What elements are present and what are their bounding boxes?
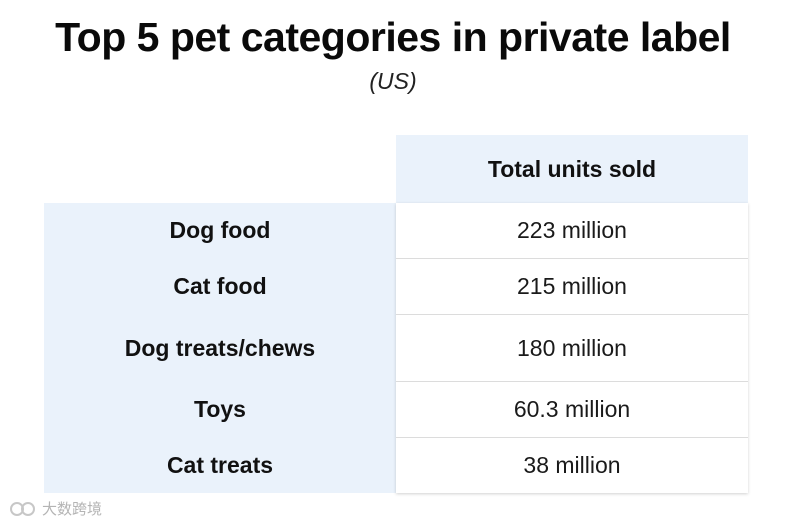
chart-subtitle: (US) <box>369 68 417 94</box>
category-column <box>44 203 396 493</box>
watermark: 大数跨境 <box>8 498 102 519</box>
watermark-text: 大数跨境 <box>42 500 103 518</box>
column-header-total-units: Total units sold <box>396 135 748 203</box>
row-label-dog-food: Dog food <box>169 217 271 243</box>
table-row: Dog treats/chews 180 million <box>44 315 748 381</box>
table-row: Dog food 223 million <box>44 203 748 258</box>
row-label-cat-food: Cat food <box>173 273 267 299</box>
row-value-cat-treats: 38 million <box>523 452 621 478</box>
row-value-dog-treats-chews: 180 million <box>517 334 627 361</box>
row-label-dog-treats-chews: Dog treats/chews <box>124 334 316 361</box>
row-divider <box>396 258 748 259</box>
table-row: Toys 60.3 million <box>44 382 748 437</box>
row-divider <box>396 314 748 315</box>
row-value-toys: 60.3 million <box>513 396 631 422</box>
row-divider <box>396 437 748 438</box>
row-value-dog-food: 223 million <box>517 217 627 243</box>
table-row: Cat food 215 million <box>44 259 748 314</box>
data-table: Total units sold Dog food 223 million Ca… <box>44 135 748 493</box>
table-row: Cat treats 38 million <box>44 438 748 493</box>
row-divider <box>396 381 748 382</box>
row-label-toys: Toys <box>194 396 246 422</box>
row-value-cat-food: 215 million <box>517 273 627 299</box>
watermark-logo-icon <box>10 501 35 516</box>
value-column <box>396 203 748 493</box>
row-label-cat-treats: Cat treats <box>166 452 274 478</box>
chart-title: Top 5 pet categories in private label <box>55 14 731 60</box>
